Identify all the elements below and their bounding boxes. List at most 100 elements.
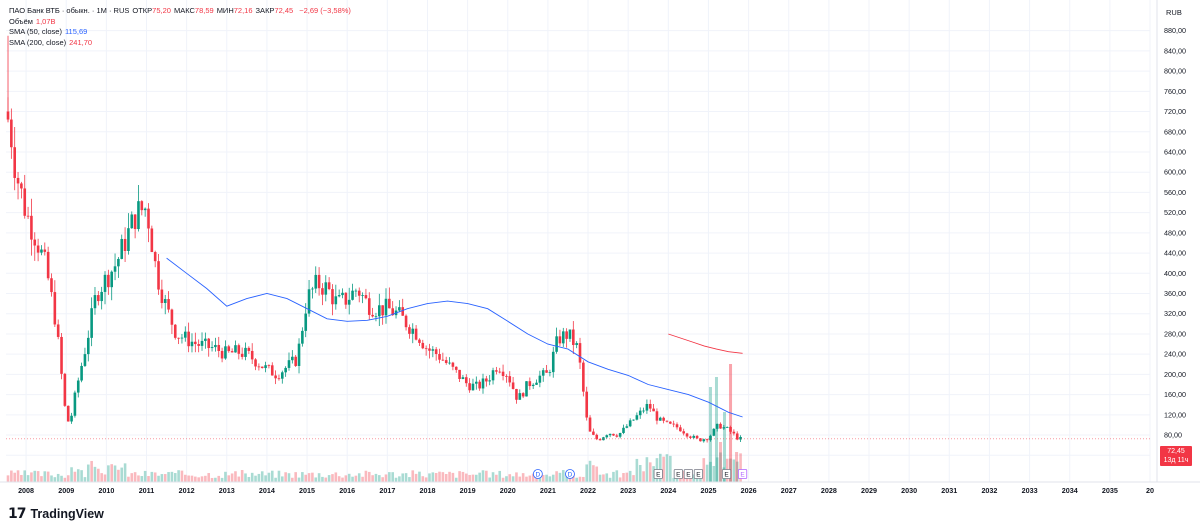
volume-bar: [464, 473, 468, 482]
volume-bar: [50, 475, 53, 482]
volume-bar: [117, 469, 120, 482]
candle-body: [23, 188, 27, 216]
volume-bar: [662, 456, 665, 482]
candle-body: [30, 215, 33, 240]
candle-body: [622, 427, 625, 433]
candle-body: [220, 350, 224, 359]
candle-body: [418, 339, 421, 343]
volume-bar: [388, 472, 391, 482]
sma200-value: 241,70: [69, 37, 93, 47]
bar-countdown: 13д 11ч: [1163, 457, 1189, 464]
volume-bar: [227, 475, 231, 482]
x-tick-label: 2035: [1102, 486, 1118, 495]
candle-body: [518, 393, 522, 400]
candle-body: [374, 316, 378, 318]
candle-body: [588, 417, 592, 432]
y-tick-label: 80,00: [1164, 431, 1182, 440]
earnings-marker: [683, 469, 693, 479]
volume-bar: [324, 477, 328, 482]
candle-body: [495, 370, 498, 372]
y-tick-label: 440,00: [1164, 249, 1186, 258]
ohlc-value-МАКС: 78,59: [194, 6, 214, 15]
candle-body: [80, 365, 83, 381]
candle-body: [642, 410, 645, 412]
symbol-row: ПАО Банк ВТБ · обыкн. · 1M · RUS ОТКР75,…: [9, 6, 351, 17]
volume-bar: [511, 476, 515, 482]
candle-body: [150, 228, 154, 253]
candle-body: [421, 342, 425, 349]
volume-bar: [344, 475, 348, 482]
candle-body: [729, 427, 732, 432]
candle-body: [291, 356, 294, 361]
volume-bar: [157, 475, 160, 482]
earnings-marker-label: E: [686, 472, 691, 479]
candle-body: [444, 360, 448, 363]
ohlc-value-МИН: 72,16: [233, 6, 253, 15]
volume-bar: [321, 476, 324, 482]
candle-body: [50, 278, 53, 293]
candle-body: [551, 351, 555, 373]
y-tick-label: 840,00: [1164, 46, 1186, 55]
volume-bar: [391, 472, 394, 482]
y-tick-label: 560,00: [1164, 188, 1186, 197]
candle-body: [147, 208, 150, 229]
candle-body: [33, 239, 37, 246]
volume-bar: [739, 453, 742, 482]
x-tick-label: 2009: [58, 486, 74, 495]
volume-bar: [528, 475, 532, 482]
candle-body: [515, 388, 518, 400]
candle-body: [210, 347, 214, 349]
candle-body: [541, 370, 545, 376]
candle-body: [103, 274, 107, 292]
time-axis: 2008 2009 2010 2011 2012 2013 2014 2015 2016 2017…: [0, 481, 1200, 495]
y-tick-label: 240,00: [1164, 350, 1186, 359]
y-tick-label: 520,00: [1164, 208, 1186, 217]
volume-bar: [682, 470, 686, 482]
candle-body: [60, 336, 63, 374]
candle-body: [612, 433, 615, 436]
candle-body: [585, 391, 588, 418]
volume-bar: [628, 470, 632, 482]
candle-body: [715, 423, 719, 429]
volume-bar: [337, 476, 341, 482]
candle-body: [648, 403, 652, 409]
candle-body: [598, 439, 602, 441]
candle-body: [545, 370, 548, 373]
last-price-value: 72,45: [1167, 448, 1185, 455]
currency-label[interactable]: RUB: [1166, 8, 1182, 17]
x-tick-label: 2019: [460, 486, 476, 495]
volume-bar: [183, 474, 187, 482]
volume-bar: [6, 475, 10, 482]
x-tick-label: 2018: [419, 486, 435, 495]
y-tick-label: 480,00: [1164, 228, 1186, 237]
candle-body: [16, 177, 20, 184]
earnings-marker-label: E: [656, 472, 661, 479]
candle-body: [525, 381, 528, 397]
candle-body: [632, 419, 635, 421]
price-change: −2,69 (−3,58%): [299, 6, 351, 15]
candle-body: [712, 428, 716, 436]
candle-body: [521, 393, 525, 397]
candle-body: [73, 392, 77, 416]
volume-bar: [705, 464, 709, 482]
sma200-label: SMA (200, close): [9, 37, 67, 47]
x-tick-label: 2030: [901, 486, 917, 495]
volume-bar: [150, 471, 154, 482]
volume-bar: [508, 474, 512, 482]
candle-body: [558, 336, 562, 344]
volume-bar: [254, 475, 257, 482]
tradingview-logo[interactable]: 17 TradingView: [8, 506, 104, 522]
candle-body: [107, 274, 110, 288]
candle-body: [274, 375, 277, 379]
candle-body: [277, 378, 281, 380]
volume-bar: [180, 470, 184, 482]
candle-body: [471, 383, 475, 391]
candle-body: [682, 431, 686, 434]
candle-body: [458, 369, 461, 379]
volume-bar: [384, 474, 388, 482]
volume-bar: [200, 476, 204, 482]
candle-body: [173, 324, 177, 338]
volume-bar: [167, 472, 170, 482]
candle-body: [735, 433, 739, 440]
